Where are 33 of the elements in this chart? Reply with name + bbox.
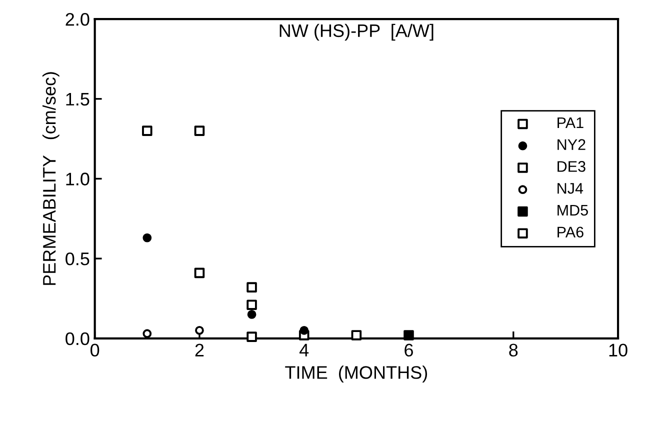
legend-label: MD5 bbox=[558, 204, 588, 216]
legend-label: NJ4 bbox=[558, 183, 584, 194]
y-tick-label: 0.5 bbox=[66, 252, 90, 266]
point bbox=[351, 330, 362, 340]
y-axis-title: PERMEABILITY (cm/sec) bbox=[42, 72, 60, 285]
point bbox=[142, 126, 152, 136]
point bbox=[246, 282, 257, 292]
point bbox=[404, 330, 414, 340]
x-tick-label: 2 bbox=[195, 344, 204, 356]
y-tick-label: 0.0 bbox=[66, 332, 90, 346]
point bbox=[246, 300, 257, 310]
x-axis-title: TIME (MONTHS) bbox=[285, 366, 428, 382]
point bbox=[142, 233, 152, 242]
point bbox=[194, 126, 205, 136]
x-tick-label: 4 bbox=[300, 344, 309, 356]
legend-label: DE3 bbox=[558, 161, 586, 172]
x-tick-label: 0 bbox=[90, 344, 100, 357]
point bbox=[195, 326, 204, 335]
x-tick-label: 10 bbox=[609, 344, 628, 357]
point bbox=[247, 310, 256, 319]
point bbox=[142, 329, 152, 338]
point bbox=[194, 268, 205, 278]
y-tick-label: 1.5 bbox=[66, 92, 90, 106]
point bbox=[300, 326, 309, 335]
y-tick-label: 2.0 bbox=[66, 12, 90, 26]
x-tick-label: 8 bbox=[509, 344, 518, 357]
y-tick-label: 1.0 bbox=[66, 172, 90, 186]
legend-label: PA6 bbox=[558, 226, 584, 238]
legend-label: PA1 bbox=[558, 117, 584, 128]
x-tick-label: 6 bbox=[404, 344, 413, 357]
legend-label: NY2 bbox=[558, 139, 586, 150]
chart-title: NW (HS)-PP [A/W] bbox=[280, 24, 434, 41]
point bbox=[246, 332, 257, 342]
